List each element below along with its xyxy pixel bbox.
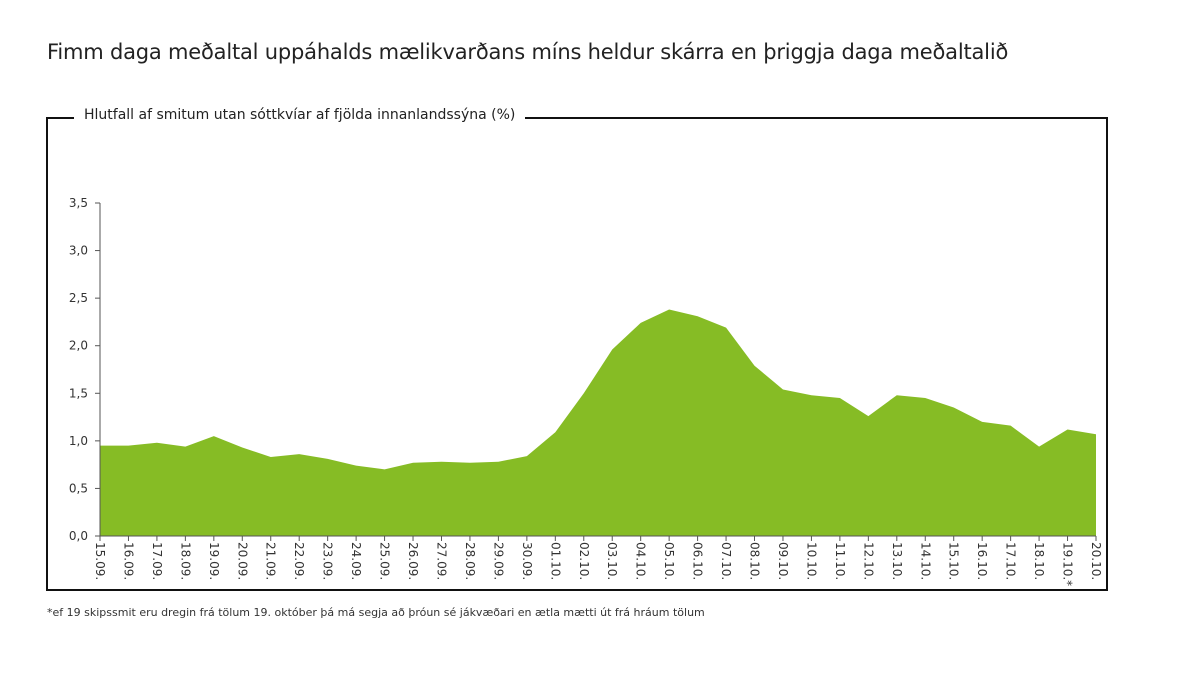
- x-tick-label: 02.10.: [577, 542, 591, 580]
- x-tick-label: 17.09.: [150, 542, 164, 580]
- x-tick-label: 29.09.: [491, 542, 505, 580]
- y-tick-label: 2,0: [69, 339, 88, 353]
- area-series: [100, 309, 1096, 536]
- x-axis: 15.09. 16.09. 17.09. 18.09. 19.09. 20.09. 21.0…: [93, 536, 1103, 586]
- y-tick-label: 0,0: [69, 529, 88, 543]
- x-tick-label: 11.10.: [833, 542, 847, 580]
- x-tick-label: 07.10.: [719, 542, 733, 580]
- x-tick-label: 15.09.: [93, 542, 107, 580]
- x-tick-label: 23.09.: [321, 542, 335, 580]
- x-tick-label: 19.09.: [207, 542, 221, 580]
- x-tick-label: 20.10.: [1089, 542, 1103, 580]
- x-tick-label: 08.10.: [748, 542, 762, 580]
- x-tick-label: 15.10.: [947, 542, 961, 580]
- x-tick-label: 04.10.: [634, 542, 648, 580]
- y-tick-label: 3,0: [69, 244, 88, 258]
- x-tick-label: 17.10.: [1004, 542, 1018, 580]
- y-tick-label: 0,5: [69, 481, 88, 495]
- x-tick-label: 14.10.: [918, 542, 932, 580]
- y-axis-label: Hlutfall af smitum utan sóttkvíar af fjö…: [74, 107, 526, 123]
- x-tick-label: 10.10.: [804, 542, 818, 580]
- x-tick-label: 16.09.: [121, 542, 135, 580]
- y-tick-label: 1,0: [69, 434, 88, 448]
- y-tick-label: 3,5: [69, 196, 88, 210]
- x-tick-label: 28.09.: [463, 542, 477, 580]
- x-tick-label: 25.09.: [378, 542, 392, 580]
- x-tick-label: 21.09.: [264, 542, 278, 580]
- x-tick-label: 18.09.: [178, 542, 192, 580]
- x-tick-label: 30.09.: [520, 542, 534, 580]
- x-tick-label: 06.10.: [691, 542, 705, 580]
- x-tick-label: 03.10.: [605, 542, 619, 580]
- x-tick-label: 19.10.*: [1061, 542, 1075, 586]
- x-tick-label: 24.09.: [349, 542, 363, 580]
- y-tick-label: 1,5: [69, 386, 88, 400]
- x-tick-label: 26.09.: [406, 542, 420, 580]
- x-tick-label: 09.10.: [776, 542, 790, 580]
- footnote: *ef 19 skipssmit eru dregin frá tölum 19…: [47, 606, 705, 619]
- x-tick-label: 12.10.: [861, 542, 875, 580]
- chart-title: Fimm daga meðaltal uppáhalds mælikvarðan…: [47, 40, 1009, 64]
- x-tick-label: 27.09.: [434, 542, 448, 580]
- x-tick-label: 22.09.: [292, 542, 306, 580]
- x-tick-label: 18.10.: [1032, 542, 1046, 580]
- x-tick-label: 20.09.: [235, 542, 249, 580]
- x-tick-label: 05.10.: [662, 542, 676, 580]
- x-tick-label: 13.10.: [890, 542, 904, 580]
- y-axis: 0,0 0,5 1,0 1,5 2,0 2,5 3,0 3,5: [69, 196, 100, 543]
- y-tick-label: 2,5: [69, 291, 88, 305]
- chart-frame: [46, 117, 1108, 591]
- x-tick-label: 16.10.: [975, 542, 989, 580]
- x-tick-label: 01.10.: [548, 542, 562, 580]
